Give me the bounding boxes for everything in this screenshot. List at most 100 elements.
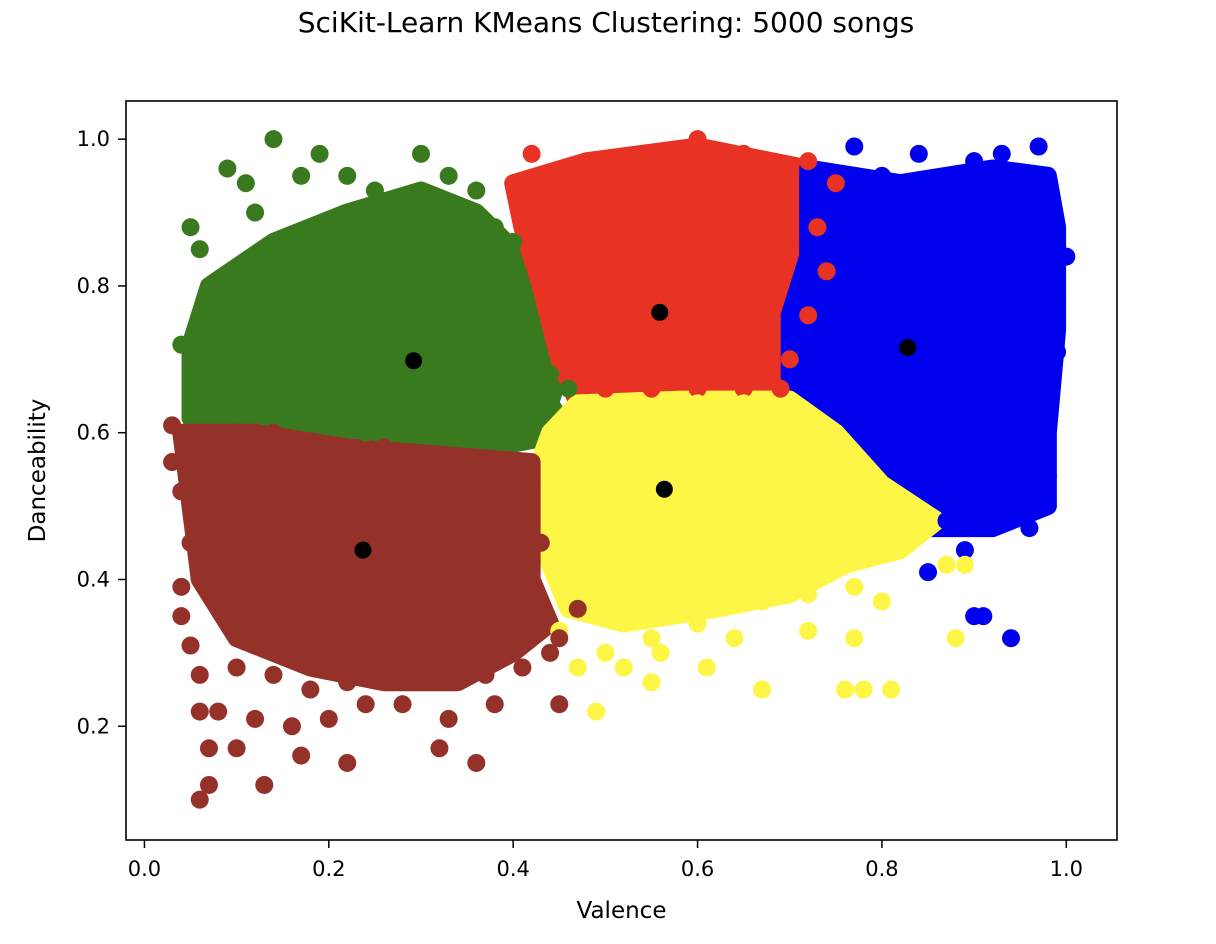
data-point: [743, 482, 762, 501]
x-tick-label: 0.8: [865, 857, 898, 881]
data-point: [836, 262, 855, 281]
data-point: [1048, 291, 1067, 310]
data-point: [863, 364, 882, 383]
data-point: [365, 379, 384, 398]
data-point: [338, 166, 357, 185]
data-point: [411, 335, 430, 354]
data-point: [845, 577, 864, 596]
data-point: [365, 181, 384, 200]
data-point: [458, 614, 477, 633]
data-point: [218, 159, 237, 178]
data-point: [227, 555, 246, 574]
data-point: [301, 438, 320, 457]
data-point: [872, 166, 891, 185]
data-point: [614, 658, 633, 677]
x-tick-label: 1.0: [1050, 857, 1083, 881]
chart-title: SciKit-Learn KMeans Clustering: 5000 son…: [298, 6, 914, 39]
data-point: [753, 680, 772, 699]
cluster-region-1: [504, 137, 836, 413]
data-point: [522, 144, 541, 163]
data-point: [845, 137, 864, 156]
data-point: [1020, 350, 1039, 369]
data-point: [651, 643, 670, 662]
data-point: [458, 225, 477, 244]
data-point: [955, 555, 974, 574]
data-point: [1048, 342, 1067, 361]
data-point: [504, 409, 523, 428]
centroid-point: [655, 480, 673, 498]
data-point: [762, 298, 781, 317]
data-point: [393, 695, 412, 714]
data-point: [181, 533, 200, 552]
data-point: [541, 643, 560, 662]
data-point: [743, 541, 762, 560]
data-point: [430, 739, 449, 758]
data-point: [421, 232, 440, 251]
data-point: [411, 445, 430, 464]
data-point: [1020, 181, 1039, 200]
data-point: [227, 658, 246, 677]
x-axis-label: Valence: [577, 898, 667, 924]
data-point: [1029, 497, 1048, 516]
data-point: [199, 284, 218, 303]
data-point: [854, 350, 873, 369]
centroid-point: [651, 303, 669, 321]
data-point: [965, 152, 984, 171]
data-point: [181, 218, 200, 237]
data-point: [264, 665, 283, 684]
data-point: [541, 181, 560, 200]
data-point: [1029, 438, 1048, 457]
data-point: [946, 409, 965, 428]
data-point: [596, 218, 615, 237]
data-point: [467, 563, 486, 582]
data-point: [292, 166, 311, 185]
y-axis: 0.2 0.4 0.6 0.8 1.0: [77, 127, 126, 738]
data-point: [190, 702, 209, 721]
data-point: [356, 423, 375, 442]
data-point: [227, 350, 246, 369]
data-point: [946, 210, 965, 229]
data-point: [965, 607, 984, 626]
data-point: [882, 497, 901, 516]
data-point: [227, 497, 246, 516]
data-point: [817, 262, 836, 281]
data-point: [384, 247, 403, 266]
data-point: [872, 592, 891, 611]
data-point: [762, 438, 781, 457]
data-point: [882, 680, 901, 699]
data-point: [246, 709, 265, 728]
data-point: [485, 695, 504, 714]
data-point: [319, 709, 338, 728]
cluster-series-1: [522, 130, 845, 398]
x-tick-label: 0.6: [681, 857, 714, 881]
data-point: [439, 166, 458, 185]
data-point: [1020, 519, 1039, 538]
data-point: [393, 394, 412, 413]
data-point: [706, 585, 725, 604]
data-point: [199, 775, 218, 794]
centroid-series: [354, 303, 917, 559]
data-point: [872, 409, 891, 428]
data-point: [734, 232, 753, 251]
data-point: [743, 335, 762, 354]
data-point: [227, 438, 246, 457]
data-point: [411, 621, 430, 640]
data-point: [909, 423, 928, 442]
data-point: [1001, 629, 1020, 648]
data-point: [550, 629, 569, 648]
data-point: [209, 460, 228, 479]
data-point: [411, 144, 430, 163]
data-point: [559, 526, 578, 545]
data-point: [734, 394, 753, 413]
data-point: [688, 379, 707, 398]
data-point: [587, 702, 606, 721]
data-point: [458, 511, 477, 530]
data-point: [504, 519, 523, 538]
data-point: [439, 709, 458, 728]
data-point: [642, 673, 661, 692]
data-point: [329, 629, 348, 648]
data-point: [642, 379, 661, 398]
data-point: [1038, 232, 1057, 251]
data-point: [181, 636, 200, 655]
data-point: [688, 130, 707, 149]
